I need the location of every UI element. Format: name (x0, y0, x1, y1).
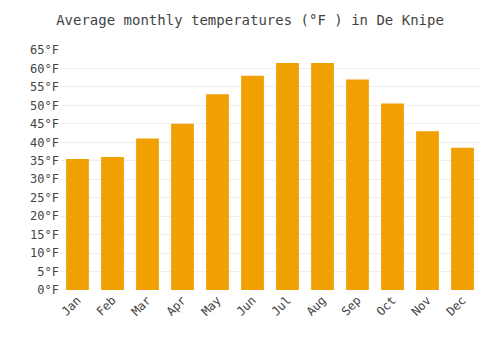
svg-text:60°F: 60°F (30, 62, 59, 76)
svg-text:Average monthly temperatures (: Average monthly temperatures (°F ) in De… (56, 12, 444, 28)
svg-text:10°F: 10°F (30, 246, 59, 260)
svg-text:40°F: 40°F (30, 136, 59, 150)
svg-text:25°F: 25°F (30, 191, 59, 205)
svg-text:Jun: Jun (234, 293, 259, 318)
svg-text:30°F: 30°F (30, 172, 59, 186)
svg-text:Sep: Sep (339, 293, 364, 318)
svg-text:Dec: Dec (444, 293, 469, 318)
svg-text:65°F: 65°F (30, 43, 59, 57)
svg-text:Oct: Oct (374, 293, 399, 318)
svg-text:15°F: 15°F (30, 228, 59, 242)
svg-text:Aug: Aug (304, 293, 329, 318)
svg-text:Mar: Mar (129, 293, 154, 318)
svg-text:5°F: 5°F (37, 265, 59, 279)
svg-text:50°F: 50°F (30, 99, 59, 113)
svg-text:May: May (199, 293, 224, 318)
svg-text:35°F: 35°F (30, 154, 59, 168)
svg-text:55°F: 55°F (30, 80, 59, 94)
svg-text:Jan: Jan (59, 293, 84, 318)
svg-text:Jul: Jul (269, 293, 294, 318)
svg-text:45°F: 45°F (30, 117, 59, 131)
svg-text:Nov: Nov (409, 293, 434, 318)
svg-text:20°F: 20°F (30, 209, 59, 223)
svg-text:Feb: Feb (94, 293, 119, 318)
svg-text:Apr: Apr (164, 293, 189, 318)
svg-text:0°F: 0°F (37, 283, 59, 297)
